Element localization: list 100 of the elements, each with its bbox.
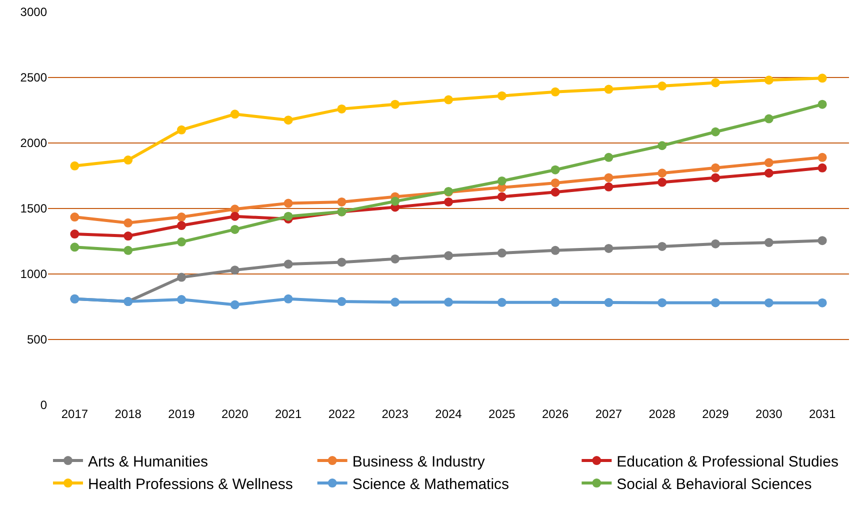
point — [284, 198, 293, 208]
point — [550, 188, 560, 197]
point — [818, 74, 827, 83]
y-tick-label: 2000 — [20, 136, 48, 150]
legend-label: Education & Professional Studies — [616, 453, 838, 470]
point — [604, 244, 614, 253]
point — [711, 78, 720, 88]
x-tick-label: 2020 — [222, 407, 249, 421]
point — [818, 163, 827, 172]
point — [764, 298, 774, 308]
x-tick-label: 2030 — [756, 407, 783, 421]
point — [550, 87, 560, 96]
x-tick-label: 2018 — [114, 407, 142, 421]
y-tick-label: 1500 — [20, 202, 48, 216]
point — [337, 297, 346, 306]
x-tick-label: 2027 — [595, 407, 622, 421]
point — [818, 298, 827, 308]
point — [764, 114, 774, 124]
point — [818, 152, 827, 162]
point — [444, 298, 453, 307]
point — [444, 95, 453, 104]
point — [711, 239, 720, 248]
point — [70, 230, 80, 239]
y-tick-label: 1000 — [20, 267, 48, 282]
point — [177, 221, 186, 230]
point — [177, 272, 186, 282]
point — [444, 197, 453, 206]
point — [124, 218, 133, 228]
point — [764, 158, 774, 168]
point — [390, 298, 400, 307]
y-tick-label: 2500 — [20, 70, 48, 85]
x-tick-label: 2019 — [168, 407, 196, 421]
legend-label: Social & Behavioral Sciences — [616, 476, 812, 493]
point — [337, 258, 346, 267]
point — [604, 173, 614, 182]
point — [764, 168, 774, 178]
point — [604, 182, 614, 192]
point — [230, 266, 240, 275]
legend-label: Health Professions & Wellness — [88, 476, 293, 493]
point — [550, 246, 560, 255]
point — [818, 100, 827, 109]
legend-label: Arts & Humanities — [88, 453, 208, 470]
x-tick-label: 2031 — [808, 407, 836, 421]
point — [550, 165, 560, 174]
y-tick-label: 500 — [26, 332, 48, 347]
point — [230, 110, 240, 119]
x-tick-label: 2026 — [542, 407, 569, 421]
point — [550, 298, 560, 307]
x-tick-label: 2022 — [328, 407, 356, 421]
point — [497, 192, 506, 202]
point — [604, 298, 614, 308]
legend-label: Business & Industry — [352, 453, 486, 470]
point — [497, 298, 506, 307]
point — [658, 178, 667, 187]
point — [497, 176, 506, 186]
point — [390, 196, 400, 206]
point — [764, 238, 774, 248]
x-tick-label: 2017 — [61, 407, 88, 421]
point — [230, 224, 240, 234]
point — [230, 212, 240, 221]
point — [124, 232, 133, 241]
point — [711, 127, 720, 136]
point — [70, 242, 80, 252]
point — [604, 84, 614, 94]
point — [658, 141, 667, 150]
x-tick-label: 2028 — [648, 407, 676, 421]
point — [177, 237, 186, 246]
point — [284, 260, 293, 269]
point — [444, 251, 453, 260]
y-tick-label: 3000 — [20, 5, 48, 20]
point — [70, 161, 80, 170]
point — [497, 248, 506, 258]
point — [177, 212, 186, 222]
y-tick-label: 0 — [40, 398, 48, 412]
point — [70, 212, 80, 222]
point — [658, 298, 667, 308]
point — [124, 156, 133, 165]
point — [230, 300, 240, 310]
point — [550, 178, 560, 188]
point — [711, 298, 720, 308]
point — [497, 91, 506, 100]
x-tick-label: 2029 — [702, 407, 730, 421]
point — [764, 76, 774, 85]
point — [711, 173, 720, 182]
x-tick-label: 2023 — [382, 407, 409, 421]
point — [124, 246, 133, 255]
point — [658, 82, 667, 91]
point — [604, 152, 614, 162]
point — [390, 100, 400, 109]
point — [284, 212, 293, 221]
point — [337, 197, 346, 206]
point — [658, 168, 667, 178]
x-tick-label: 2024 — [435, 407, 462, 421]
point — [177, 125, 186, 134]
point — [284, 294, 293, 304]
point — [390, 254, 400, 264]
point — [711, 163, 720, 172]
point — [284, 116, 293, 125]
legend-label: Science & Mathematics — [352, 476, 510, 493]
point — [818, 236, 827, 246]
